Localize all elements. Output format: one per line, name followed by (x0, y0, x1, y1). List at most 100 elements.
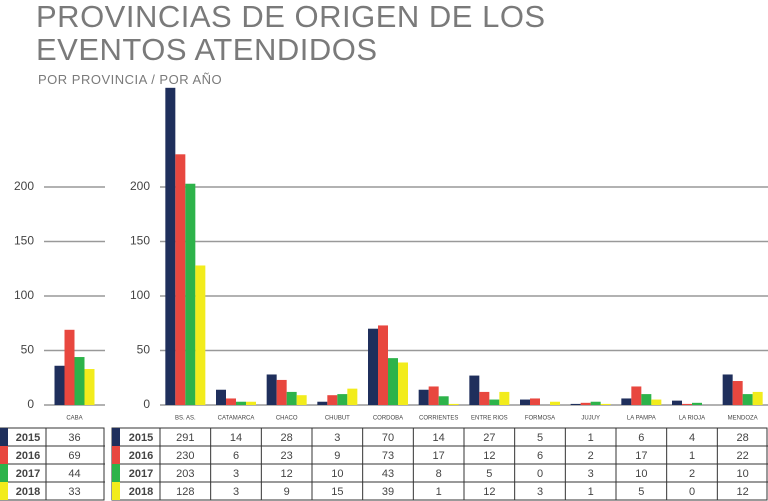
legend-label: 2015 (129, 432, 153, 444)
table-value: 1 (588, 432, 594, 444)
bar (621, 398, 632, 405)
bar (530, 398, 540, 405)
bar (337, 394, 348, 405)
table-value: 28 (281, 432, 293, 444)
table-value: 8 (436, 468, 442, 480)
table-value: 28 (737, 432, 749, 444)
table-value: 2 (588, 450, 594, 462)
legend-swatch (112, 428, 120, 446)
bar (600, 403, 611, 405)
table-value: 17 (635, 450, 647, 462)
table-value: 17 (433, 450, 445, 462)
x-tick-label: CORRIENTES (419, 416, 458, 422)
table-value: 1 (689, 450, 695, 462)
table-value: 5 (486, 468, 492, 480)
bar (580, 402, 591, 405)
bar (641, 394, 652, 405)
bar (570, 403, 581, 405)
table-value: 3 (233, 486, 239, 498)
bar (692, 402, 702, 405)
y-tick-label: 50 (137, 343, 151, 357)
table-value: 14 (230, 432, 242, 444)
bar (651, 399, 662, 405)
table-value: 291 (176, 432, 194, 444)
table-value: 4 (689, 432, 695, 444)
bar (246, 401, 256, 405)
legend-label: 2017 (129, 468, 153, 480)
table-value: 1 (588, 486, 594, 498)
x-tick-label: ENTRE RIOS (471, 416, 508, 422)
bar (448, 403, 459, 405)
table-value: 6 (638, 432, 644, 444)
bar (398, 362, 408, 405)
table-value: 14 (433, 432, 445, 444)
bar (74, 357, 85, 405)
table-value: 27 (483, 432, 495, 444)
x-tick-label: MENDOZA (728, 416, 758, 422)
table-value: 2 (689, 468, 695, 480)
legend-label: 2017 (16, 468, 40, 480)
bar (165, 87, 176, 405)
bar (347, 388, 358, 405)
bar (469, 375, 480, 405)
table-value: 1 (436, 486, 442, 498)
table-value: 12 (281, 468, 293, 480)
y-tick-label: 0 (143, 397, 150, 411)
bar (388, 358, 398, 405)
legend-swatch (0, 446, 8, 464)
x-tick-label: CHACO (276, 416, 298, 422)
y-tick-label: 150 (130, 234, 150, 248)
y-tick-label: 200 (14, 179, 34, 193)
bar (216, 389, 226, 405)
bar (479, 391, 490, 405)
table-value: 10 (331, 468, 343, 480)
bar (185, 183, 196, 405)
bar (54, 365, 65, 405)
x-tick-label: FORMOSA (525, 416, 555, 422)
legend-label: 2016 (129, 450, 153, 462)
x-tick-label: JUJUY (581, 416, 600, 422)
bar (266, 374, 277, 405)
bar (378, 325, 388, 405)
table-value: 9 (284, 486, 290, 498)
legend-swatch (112, 446, 120, 464)
legend-swatch (0, 482, 8, 500)
bar (327, 395, 338, 405)
bar (368, 328, 378, 405)
table-value: 23 (281, 450, 293, 462)
x-tick-label: CABA (66, 416, 82, 422)
bar (742, 394, 753, 405)
bar (520, 399, 530, 405)
table-value: 3 (588, 468, 594, 480)
bar (226, 398, 236, 405)
bar (672, 400, 682, 405)
table-value: 3 (334, 432, 340, 444)
bar (64, 329, 75, 405)
bar (752, 391, 763, 405)
table-value: 73 (382, 450, 394, 462)
bar (489, 399, 500, 405)
legend-label: 2016 (16, 450, 40, 462)
table-value: 3 (233, 468, 239, 480)
x-tick-label: CATAMARCA (218, 416, 255, 422)
table-value: 36 (68, 432, 80, 444)
legend-swatch (112, 482, 120, 500)
table-value: 10 (635, 468, 647, 480)
bar (631, 386, 642, 405)
bar (195, 265, 206, 405)
bar (428, 386, 439, 405)
table-value: 15 (331, 486, 343, 498)
bar (317, 401, 328, 405)
table-value: 3 (537, 486, 543, 498)
table-value: 33 (68, 486, 80, 498)
y-tick-label: 0 (27, 397, 34, 411)
bar (296, 395, 307, 405)
table-value: 69 (68, 450, 80, 462)
x-tick-label: BS. AS. (175, 416, 196, 422)
y-tick-label: 100 (14, 288, 34, 302)
table-value: 6 (537, 450, 543, 462)
table-value: 230 (176, 450, 194, 462)
bar (722, 374, 733, 405)
bar (276, 379, 287, 405)
